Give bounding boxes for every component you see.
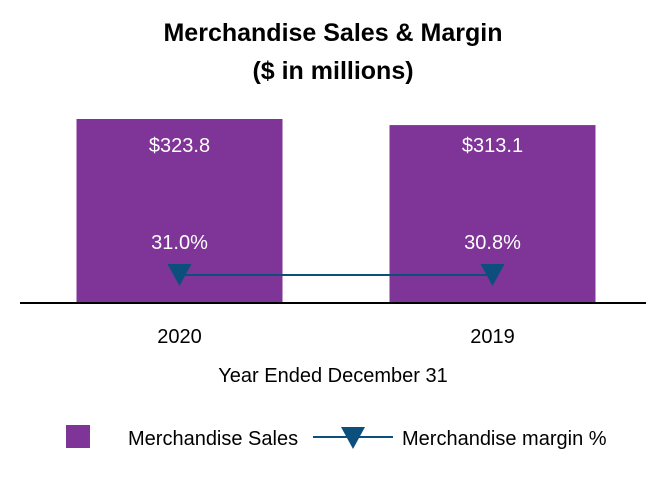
plot-area: $323.8 $313.1 31.0% 30.8% 2020 2019 [20,119,646,348]
x-axis-title: Year Ended December 31 [218,365,447,387]
x-tick-label-2020: 2020 [157,326,202,348]
legend-label-merchandise-sales: Merchandise Sales [128,428,298,450]
legend-label-merchandise-margin: Merchandise margin % [402,428,607,450]
x-tick-label-2019: 2019 [470,326,515,348]
chart-title: Merchandise Sales & Margin [163,19,502,47]
margin-value-label-2019: 30.8% [464,232,521,254]
bar-value-label-2020: $323.8 [149,135,210,157]
margin-point-2020 [167,264,192,286]
legend-triangle-down-icon [341,427,365,449]
margin-value-label-2020: 31.0% [151,232,208,254]
chart-subtitle: ($ in millions) [252,57,413,85]
margin-point-2019 [480,264,505,286]
legend: Merchandise Sales Merchandise margin % [66,425,607,450]
legend-swatch-merchandise-sales [66,425,90,448]
bar-value-label-2019: $313.1 [462,135,523,157]
